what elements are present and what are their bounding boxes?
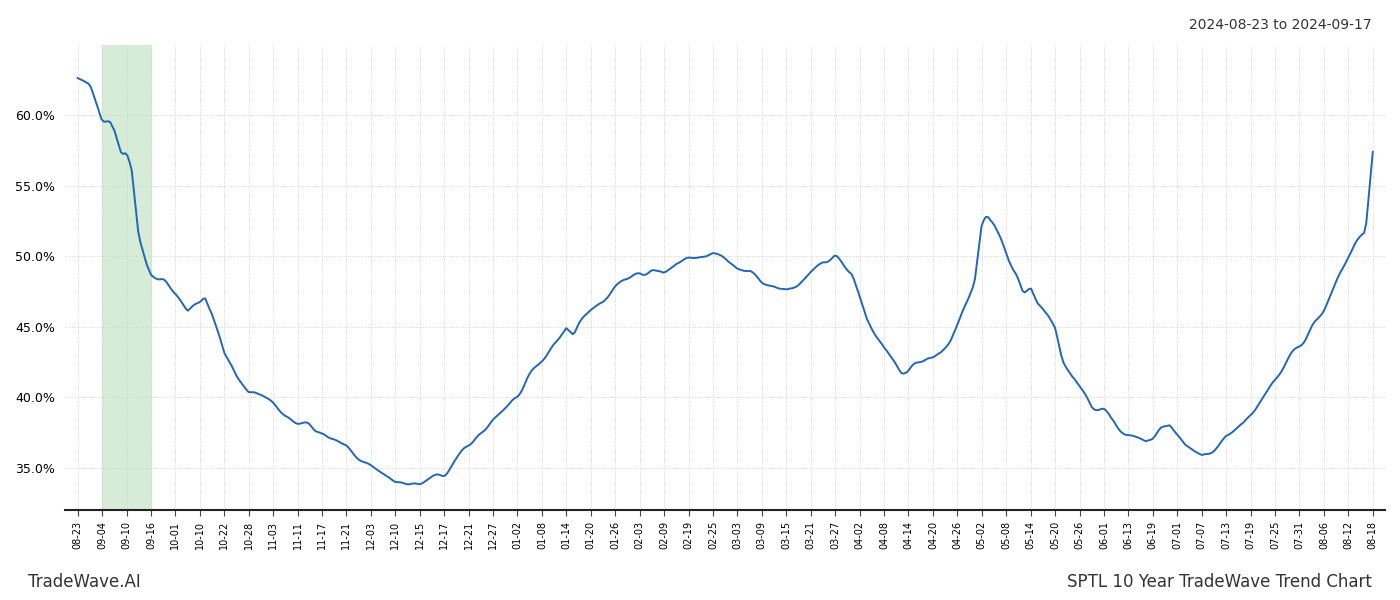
Bar bbox=[102, 45, 151, 510]
Text: SPTL 10 Year TradeWave Trend Chart: SPTL 10 Year TradeWave Trend Chart bbox=[1067, 573, 1372, 591]
Text: TradeWave.AI: TradeWave.AI bbox=[28, 573, 141, 591]
Text: 2024-08-23 to 2024-09-17: 2024-08-23 to 2024-09-17 bbox=[1190, 18, 1372, 32]
